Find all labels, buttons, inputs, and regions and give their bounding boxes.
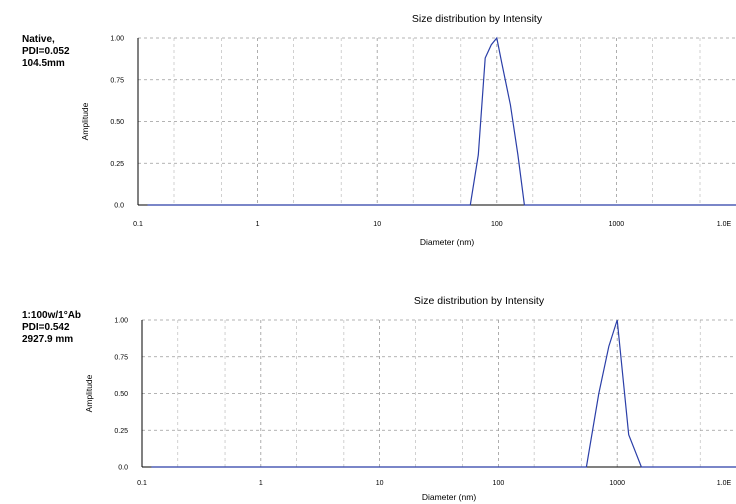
chart2-annotation-line3: 2927.9 mm: [22, 334, 74, 345]
chart1-ylabel: Amplitude: [80, 102, 90, 140]
chart1-annotation-line1: Native,: [22, 34, 55, 45]
chart1-xtick-label: 100: [491, 221, 503, 228]
chart2-ylabel: Amplitude: [84, 374, 94, 412]
chart2-annotation-line2: PDI=0.542: [22, 322, 70, 333]
chart1-xlabel: Diameter (nm): [420, 237, 474, 247]
chart2-xtick-label: 10: [376, 480, 384, 487]
chart2-xlabel: Diameter (nm): [422, 492, 476, 502]
chart1-annotation-line3: 104.5mm: [22, 58, 65, 69]
chart2-title: Size distribution by Intensity: [414, 295, 545, 307]
chart1-xtick-label: 1000: [609, 221, 625, 228]
chart1-ytick-label: 1.00: [110, 36, 124, 43]
chart1-annotation: Native, PDI=0.052 104.5mm: [22, 34, 70, 70]
chart2-ytick-label: 1.00: [114, 318, 128, 325]
chart1-ytick-label: 0.75: [110, 77, 124, 84]
chart2-ytick-label: 0.75: [114, 354, 128, 361]
chart2-annotation: 1:100w/1°Ab PDI=0.542 2927.9 mm: [22, 310, 81, 346]
chart2-ytick-label: 0.50: [114, 391, 128, 398]
chart2-xtick-label: 1: [259, 480, 263, 487]
chart2-ytick-label: 0.0: [118, 465, 128, 472]
chart1-series-line: [147, 36, 736, 206]
chart1-group: Size distribution by Intensity 0.1 1 10 100 1…: [80, 13, 736, 247]
chart2-ytick-label: 0.25: [114, 428, 128, 435]
chart1-ytick-label: 0.0: [114, 203, 124, 210]
chart1-xtick-label: 10: [373, 221, 381, 228]
chart2-xtick-label: 0.1: [137, 480, 147, 487]
chart1-ytick-label: 0.25: [110, 161, 124, 168]
chart1-title: Size distribution by Intensity: [412, 13, 543, 25]
chart2-annotation-line1: 1:100w/1°Ab: [22, 310, 82, 321]
chart1-ytick-label: 0.50: [110, 119, 124, 126]
chart2-xtick-label: 1000: [609, 480, 625, 487]
chart1-annotation-line2: PDI=0.052: [22, 46, 70, 57]
chart1-xtick-label: 1: [256, 221, 260, 228]
chart1-xtick-label: 0.1: [133, 221, 143, 228]
chart2-series-line: [151, 319, 736, 468]
chart2-xtick-label: 100: [493, 480, 505, 487]
chart1-xtick-label: 1.0E: [717, 221, 732, 228]
chart2-group: Size distribution by Intensity 0.1 1 10 100 1…: [84, 295, 736, 502]
chart2-xtick-label: 1.0E: [717, 480, 732, 487]
